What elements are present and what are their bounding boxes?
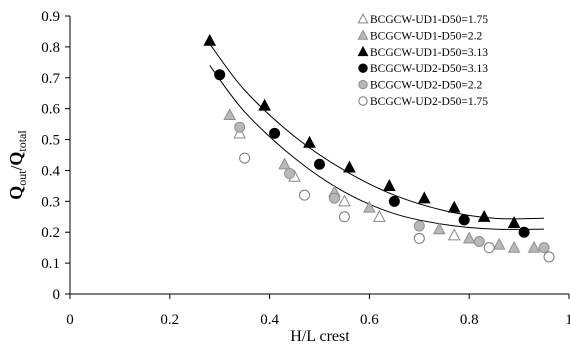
data-point — [284, 168, 296, 180]
data-point — [233, 126, 246, 139]
data-points — [203, 33, 555, 263]
y-tick-label: 0.8 — [41, 40, 60, 56]
y-tick-label: 0.1 — [41, 256, 60, 272]
lower-trend-line — [209, 65, 545, 230]
x-tick-label: 0 — [66, 312, 74, 328]
legend-marker — [358, 96, 368, 106]
y-tick-label: 0.5 — [41, 133, 60, 149]
y-tick-label: 0.9 — [41, 9, 60, 25]
y-tick-label: 0 — [53, 287, 61, 303]
data-point — [543, 251, 555, 263]
legend-label: BCGCW-UD2-D50=1.75 — [370, 96, 488, 108]
data-point — [328, 192, 340, 204]
data-point — [343, 160, 356, 173]
data-point — [477, 209, 491, 222]
data-point — [338, 194, 351, 207]
data-point — [447, 228, 461, 241]
x-axis-title: H/L crest — [290, 328, 350, 345]
data-point — [507, 216, 521, 229]
data-point — [239, 152, 251, 164]
upper-trend-line — [209, 43, 545, 220]
legend-label: BCGCW-UD1-D50=2.2 — [370, 30, 482, 42]
legend-label: BCGCW-UD2-D50=2.2 — [370, 80, 482, 92]
data-point — [234, 121, 246, 133]
x-tick-label: 0.2 — [160, 312, 179, 328]
y-tick-label: 0.4 — [41, 163, 60, 179]
y-tick-label: 0.3 — [41, 194, 60, 210]
data-point — [373, 209, 386, 222]
data-point — [432, 222, 446, 235]
x-tick-label: 0.6 — [360, 312, 379, 328]
data-point — [278, 157, 291, 170]
x-tick-label: 1 — [565, 312, 570, 328]
data-point — [538, 242, 550, 254]
legend-marker — [358, 79, 368, 90]
data-point — [363, 200, 376, 213]
legend-marker — [358, 63, 368, 73]
data-point — [214, 69, 226, 81]
data-point — [338, 211, 350, 223]
y-axis-title: Qout/Qtotal — [6, 130, 29, 200]
y-tick-label: 0.7 — [41, 71, 60, 87]
data-point — [388, 195, 400, 207]
data-point — [314, 158, 325, 170]
axis-ticks: 0 0.1 0.2 0.3 0.4 0.5 0.6 0.7 0.8 0.9 0 0.2 0.4 0.6 0.… — [41, 9, 570, 328]
data-point — [223, 108, 237, 120]
data-point — [458, 214, 470, 226]
data-point — [413, 232, 425, 244]
data-point — [462, 231, 476, 244]
data-point — [473, 235, 485, 247]
data-point — [203, 33, 217, 46]
legend: BCGCW-UD1-D50=1.75 BCGCW-UD1-D50=2.2 BCGCW… — [357, 13, 488, 108]
x-tick-label: 0.4 — [260, 312, 279, 328]
data-point — [527, 240, 541, 253]
legend-label: BCGCW-UD1-D50=1.75 — [370, 14, 488, 26]
data-point — [269, 127, 281, 139]
legend-label: BCGCW-UD1-D50=3.13 — [370, 47, 488, 59]
x-tick-label: 0.8 — [460, 312, 479, 328]
data-point — [518, 226, 530, 238]
y-tick-label: 0.6 — [41, 102, 60, 118]
data-point — [447, 200, 461, 213]
data-point — [383, 179, 396, 191]
data-point — [413, 220, 425, 232]
legend-label: BCGCW-UD2-D50=3.13 — [370, 63, 488, 75]
data-point — [492, 237, 506, 250]
legend-marker — [357, 13, 369, 24]
legend-marker — [357, 45, 369, 57]
y-tick-label: 0.2 — [41, 225, 60, 241]
data-point — [417, 191, 431, 204]
data-point — [299, 189, 311, 201]
legend-marker — [357, 29, 369, 40]
trendlines — [209, 43, 545, 230]
data-point — [303, 135, 316, 148]
data-point — [507, 240, 521, 253]
data-point — [258, 98, 271, 111]
data-point — [483, 242, 495, 254]
